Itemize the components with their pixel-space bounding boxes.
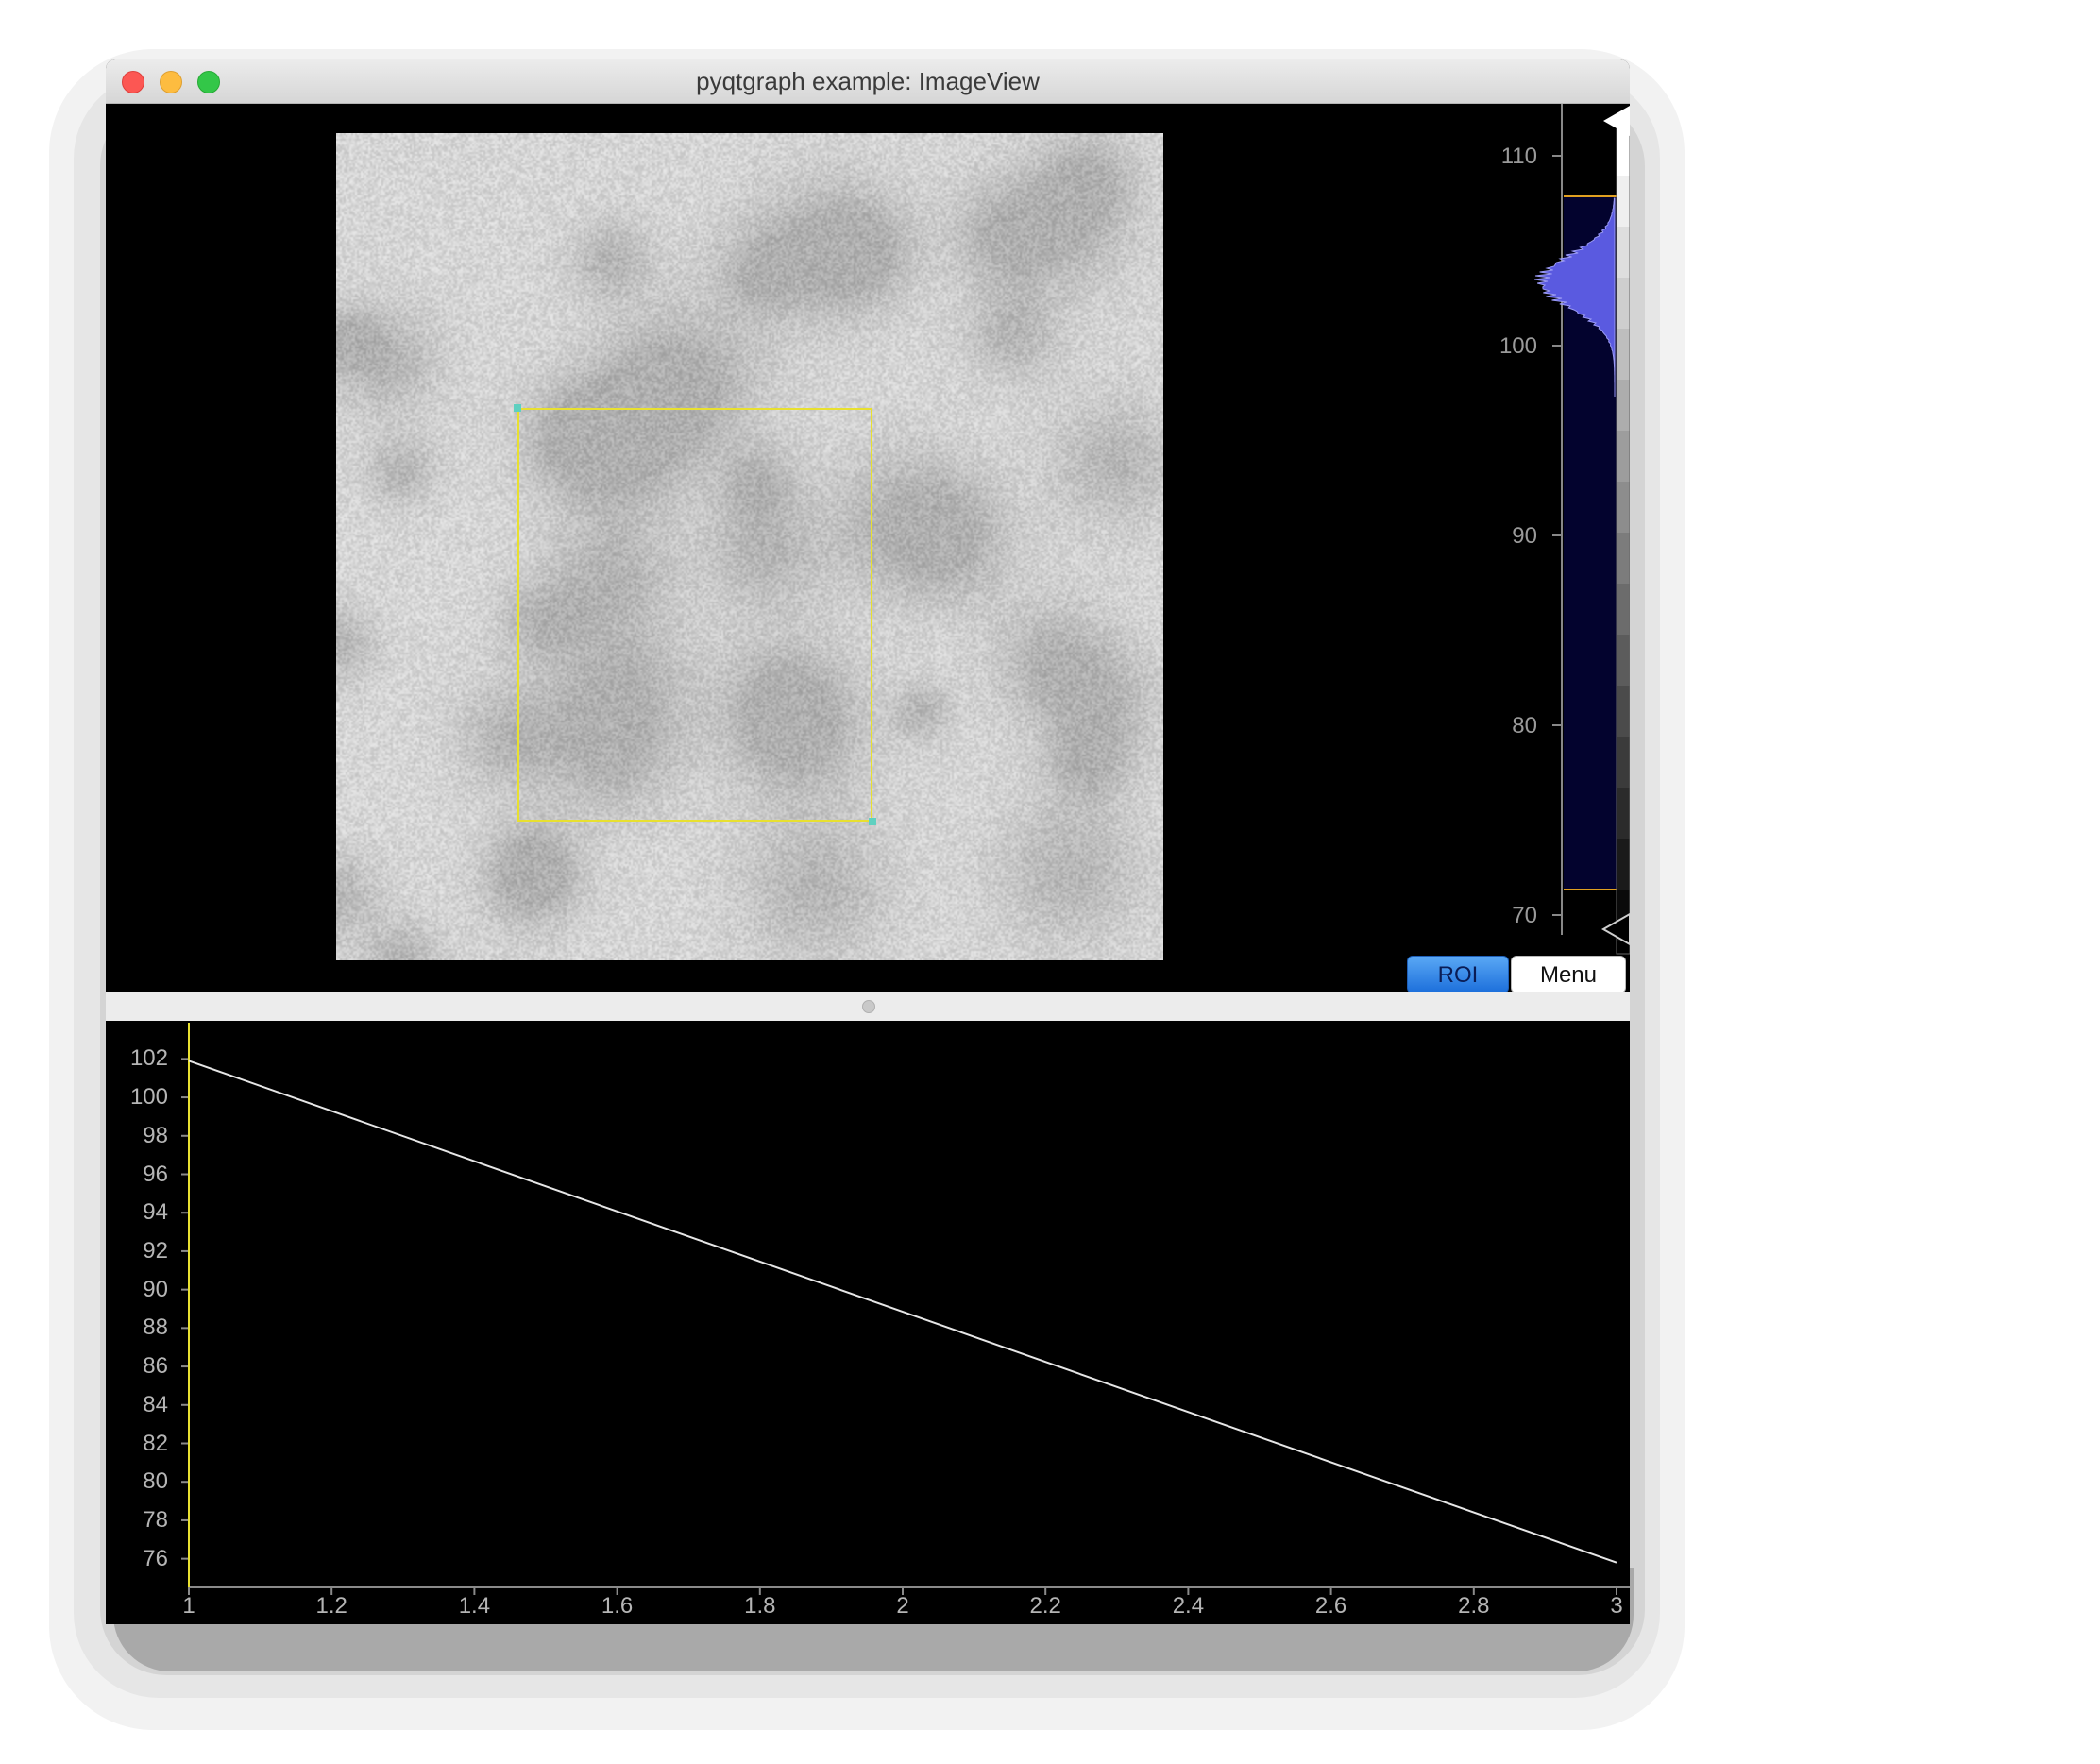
- histogram-lut-panel[interactable]: 110 100 90 80 70: [1333, 104, 1630, 992]
- histogram-tick-label: 110: [1500, 144, 1537, 169]
- gradient-step: [1617, 635, 1630, 686]
- roi-handle-bottom-right[interactable]: [869, 818, 876, 825]
- y-tick-label: 100: [129, 1084, 168, 1111]
- x-tick-label: 1.8: [744, 1593, 776, 1619]
- gradient-bottom-arrow-icon: [1600, 912, 1630, 946]
- gradient-step: [1617, 482, 1630, 533]
- histogram-tick-label: 100: [1499, 333, 1537, 359]
- histogram-tick-label: 90: [1512, 523, 1537, 549]
- gradient-step: [1617, 278, 1630, 329]
- y-tick-label: 76: [143, 1545, 168, 1571]
- y-tick-label: 94: [143, 1199, 168, 1226]
- histogram-tick-label: 70: [1512, 903, 1537, 928]
- roi-mean-series-line: [188, 1060, 1617, 1564]
- y-tick-label: 92: [143, 1237, 168, 1264]
- histogram-distribution: [1534, 197, 1616, 397]
- y-tick-label: 82: [143, 1430, 168, 1456]
- gradient-step: [1617, 839, 1630, 890]
- gradient-step: [1617, 431, 1630, 482]
- x-tick-label: 1.2: [315, 1593, 347, 1619]
- gradient-step: [1617, 788, 1630, 839]
- roi-plot[interactable]: 102 100 98 96 94 92 90 88 86 84 82 80 78 76 1 1.2 1.4 1.…: [106, 1021, 1630, 1624]
- x-tick-label: 2.2: [1029, 1593, 1061, 1619]
- gradient-step: [1617, 584, 1630, 635]
- gradient-step: [1617, 380, 1630, 431]
- image-view[interactable]: 110 100 90 80 70: [106, 104, 1630, 992]
- y-tick-label: 102: [129, 1045, 168, 1072]
- gradient-top-arrow-icon: [1603, 106, 1630, 136]
- gradient-step: [1617, 125, 1630, 176]
- gradient-step: [1617, 533, 1630, 584]
- roi-handle-top-left[interactable]: [514, 404, 521, 412]
- zoom-window-button[interactable]: [197, 71, 220, 93]
- roi-toggle-button[interactable]: ROI: [1407, 956, 1509, 993]
- window-title: pyqtgraph example: ImageView: [696, 67, 1040, 95]
- gradient-step: [1617, 737, 1630, 788]
- roi-plot-svg[interactable]: [106, 1021, 1630, 1624]
- menu-button[interactable]: Menu: [1511, 956, 1626, 993]
- y-tick-label: 80: [143, 1468, 168, 1495]
- close-window-button[interactable]: [122, 71, 144, 93]
- gradient-step: [1617, 329, 1630, 380]
- x-tick-label: 2.6: [1314, 1593, 1347, 1619]
- x-tick-label: 2.8: [1458, 1593, 1490, 1619]
- y-tick-label: 98: [143, 1122, 168, 1148]
- app-window: pyqtgraph example: ImageView 110 100 90 …: [106, 59, 1630, 1624]
- gradient-step: [1617, 227, 1630, 278]
- x-tick-label: 1: [182, 1593, 195, 1619]
- x-tick-label: 1.6: [601, 1593, 634, 1619]
- y-tick-label: 88: [143, 1315, 168, 1341]
- roi-rectangle[interactable]: [517, 408, 872, 822]
- noisy-grayscale-image[interactable]: [336, 133, 1163, 960]
- splitter-grip-icon[interactable]: [862, 1000, 875, 1013]
- x-tick-label: 2.4: [1172, 1593, 1205, 1619]
- x-tick-label: 3: [1610, 1593, 1623, 1619]
- y-tick-label: 78: [143, 1506, 168, 1533]
- y-tick-label: 90: [143, 1276, 168, 1302]
- x-tick-label: 1.4: [458, 1593, 491, 1619]
- title-bar[interactable]: pyqtgraph example: ImageView: [106, 59, 1630, 104]
- histogram-tick-label: 80: [1512, 713, 1537, 738]
- y-tick-label: 96: [143, 1161, 168, 1187]
- gradient-step: [1617, 176, 1630, 227]
- splitter-handle[interactable]: [106, 992, 1630, 1022]
- histogram-graphic[interactable]: [1333, 104, 1630, 992]
- minimize-window-button[interactable]: [160, 71, 182, 93]
- x-tick-label: 2: [896, 1593, 909, 1619]
- y-tick-label: 86: [143, 1353, 168, 1380]
- gradient-step: [1617, 686, 1630, 737]
- y-tick-label: 84: [143, 1391, 168, 1417]
